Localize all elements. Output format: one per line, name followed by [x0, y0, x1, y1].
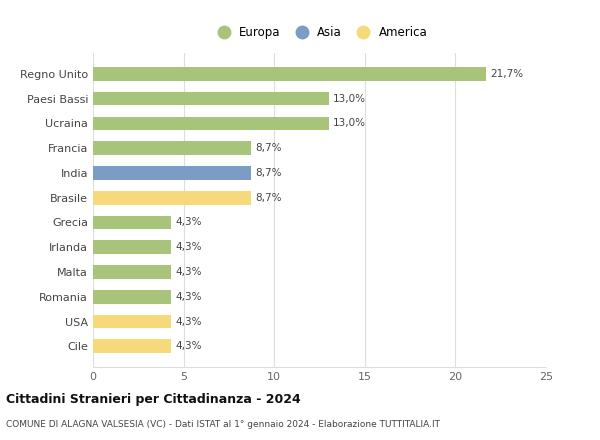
Text: COMUNE DI ALAGNA VALSESIA (VC) - Dati ISTAT al 1° gennaio 2024 - Elaborazione TU: COMUNE DI ALAGNA VALSESIA (VC) - Dati IS… — [6, 420, 440, 429]
Bar — [93, 191, 251, 205]
Text: 4,3%: 4,3% — [175, 292, 202, 302]
Text: 8,7%: 8,7% — [255, 193, 281, 203]
Text: 13,0%: 13,0% — [333, 94, 366, 104]
Text: 4,3%: 4,3% — [175, 217, 202, 227]
Bar — [93, 166, 251, 180]
Bar — [93, 240, 171, 254]
Text: 4,3%: 4,3% — [175, 242, 202, 252]
Bar — [93, 117, 329, 130]
Bar — [93, 92, 329, 106]
Bar — [93, 290, 171, 304]
Bar — [93, 141, 251, 155]
Bar — [93, 315, 171, 328]
Legend: Europa, Asia, America: Europa, Asia, America — [207, 21, 432, 44]
Text: 4,3%: 4,3% — [175, 267, 202, 277]
Bar — [93, 216, 171, 229]
Text: 21,7%: 21,7% — [491, 69, 524, 79]
Bar — [93, 67, 486, 81]
Text: 8,7%: 8,7% — [255, 168, 281, 178]
Text: 13,0%: 13,0% — [333, 118, 366, 128]
Text: 4,3%: 4,3% — [175, 341, 202, 351]
Text: 8,7%: 8,7% — [255, 143, 281, 153]
Text: 4,3%: 4,3% — [175, 316, 202, 326]
Bar — [93, 340, 171, 353]
Text: Cittadini Stranieri per Cittadinanza - 2024: Cittadini Stranieri per Cittadinanza - 2… — [6, 392, 301, 406]
Bar — [93, 265, 171, 279]
